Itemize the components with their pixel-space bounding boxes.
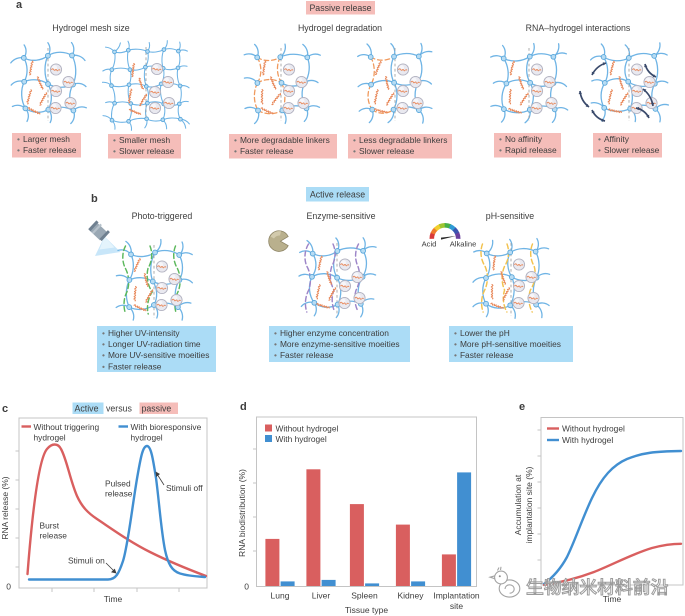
svg-text:Without hydrogel: Without hydrogel: [276, 424, 339, 434]
svg-text:•Smaller mesh: • Smaller mesh: [113, 135, 170, 145]
svg-text:Enzyme-sensitive: Enzyme-sensitive: [307, 211, 376, 221]
svg-text:•Longer UV-radiation time: • Longer UV-radiation time: [102, 339, 201, 349]
svg-text:release: release: [40, 531, 68, 541]
svg-text:RNA biodistribution (%): RNA biodistribution (%): [237, 469, 247, 557]
svg-text:•Slower release: • Slower release: [598, 145, 660, 155]
svg-text:pH-sensitive: pH-sensitive: [486, 211, 535, 221]
svg-text:0: 0: [6, 582, 11, 592]
svg-text:•Higher enzyme concentration: • Higher enzyme concentration: [274, 328, 389, 338]
svg-text:•More UV-sensitive moeities: • More UV-sensitive moeities: [102, 350, 209, 360]
svg-text:release: release: [105, 489, 133, 499]
svg-text:•Larger mesh: • Larger mesh: [17, 134, 70, 144]
svg-text:•Faster release: • Faster release: [102, 361, 162, 371]
svg-text:Stimuli off: Stimuli off: [166, 483, 203, 493]
svg-text:RNA release (%): RNA release (%): [0, 476, 10, 539]
svg-text:Spleen: Spleen: [351, 591, 378, 601]
svg-text:Accumulation at: Accumulation at: [513, 474, 523, 535]
svg-text:Stimuli on: Stimuli on: [68, 556, 105, 566]
svg-text:Tissue type: Tissue type: [345, 605, 388, 615]
svg-text:•More enzyme-sensitive moeitie: • More enzyme-sensitive moeities: [274, 339, 400, 349]
svg-text:•More degradable linkers: • More degradable linkers: [234, 135, 330, 145]
svg-text:passive: passive: [142, 404, 172, 414]
svg-text:Hydrogel degradation: Hydrogel degradation: [298, 23, 382, 33]
svg-text:•More pH-sensitive moeities: • More pH-sensitive moeities: [454, 339, 561, 349]
svg-text:Implantation: Implantation: [433, 591, 480, 601]
svg-text:a: a: [16, 0, 23, 11]
svg-text:versus: versus: [106, 404, 133, 414]
svg-text:0: 0: [244, 582, 249, 592]
svg-text:Alkaline: Alkaline: [450, 240, 477, 249]
svg-text:site: site: [450, 601, 464, 611]
svg-text:Pulsed: Pulsed: [105, 479, 131, 489]
svg-text:Time: Time: [603, 594, 622, 604]
svg-text:Without triggering: Without triggering: [34, 422, 100, 432]
svg-text:•Rapid release: • Rapid release: [499, 145, 557, 155]
svg-text:Burst: Burst: [40, 521, 60, 531]
svg-text:•Slower release: • Slower release: [113, 146, 175, 156]
svg-text:Active release: Active release: [310, 190, 365, 200]
svg-text:With hydrogel: With hydrogel: [276, 434, 327, 444]
svg-text:•Less degradable linkers: • Less degradable linkers: [353, 135, 447, 145]
svg-text:Acid: Acid: [422, 240, 437, 249]
svg-text:•Higher UV-intensity: • Higher UV-intensity: [102, 328, 180, 338]
svg-text:Passive release: Passive release: [309, 3, 371, 13]
svg-text:With hydrogel: With hydrogel: [562, 435, 613, 445]
svg-text:•Lower the pH: • Lower the pH: [454, 328, 510, 338]
svg-text:•No affinity: • No affinity: [499, 134, 543, 144]
svg-text:Time: Time: [104, 594, 123, 604]
svg-text:Kidney: Kidney: [398, 591, 425, 601]
svg-text:Active: Active: [75, 404, 99, 414]
svg-text:•Faster release: • Faster release: [234, 146, 294, 156]
svg-text:c: c: [2, 403, 8, 415]
svg-text:Photo-triggered: Photo-triggered: [132, 211, 193, 221]
svg-text:Hydrogel mesh size: Hydrogel mesh size: [52, 23, 129, 33]
svg-text:Liver: Liver: [312, 591, 331, 601]
svg-text:•Affinity: • Affinity: [598, 134, 630, 144]
svg-text:•Faster release: • Faster release: [454, 350, 514, 360]
svg-text:RNA–hydrogel interactions: RNA–hydrogel interactions: [526, 23, 631, 33]
svg-text:hydrogel: hydrogel: [34, 433, 66, 443]
svg-text:Without hydrogel: Without hydrogel: [562, 424, 625, 434]
svg-text:implantation site (%): implantation site (%): [524, 466, 534, 543]
svg-text:Lung: Lung: [271, 591, 290, 601]
svg-text:•Slower release: • Slower release: [353, 146, 415, 156]
svg-text:•Faster release: • Faster release: [17, 145, 77, 155]
svg-text:e: e: [519, 401, 525, 413]
svg-text:d: d: [240, 401, 247, 413]
svg-text:b: b: [91, 193, 98, 205]
svg-text:With bioresponsive: With bioresponsive: [131, 422, 202, 432]
svg-text:hydrogel: hydrogel: [131, 433, 163, 443]
svg-text:•Faster release: • Faster release: [274, 350, 334, 360]
